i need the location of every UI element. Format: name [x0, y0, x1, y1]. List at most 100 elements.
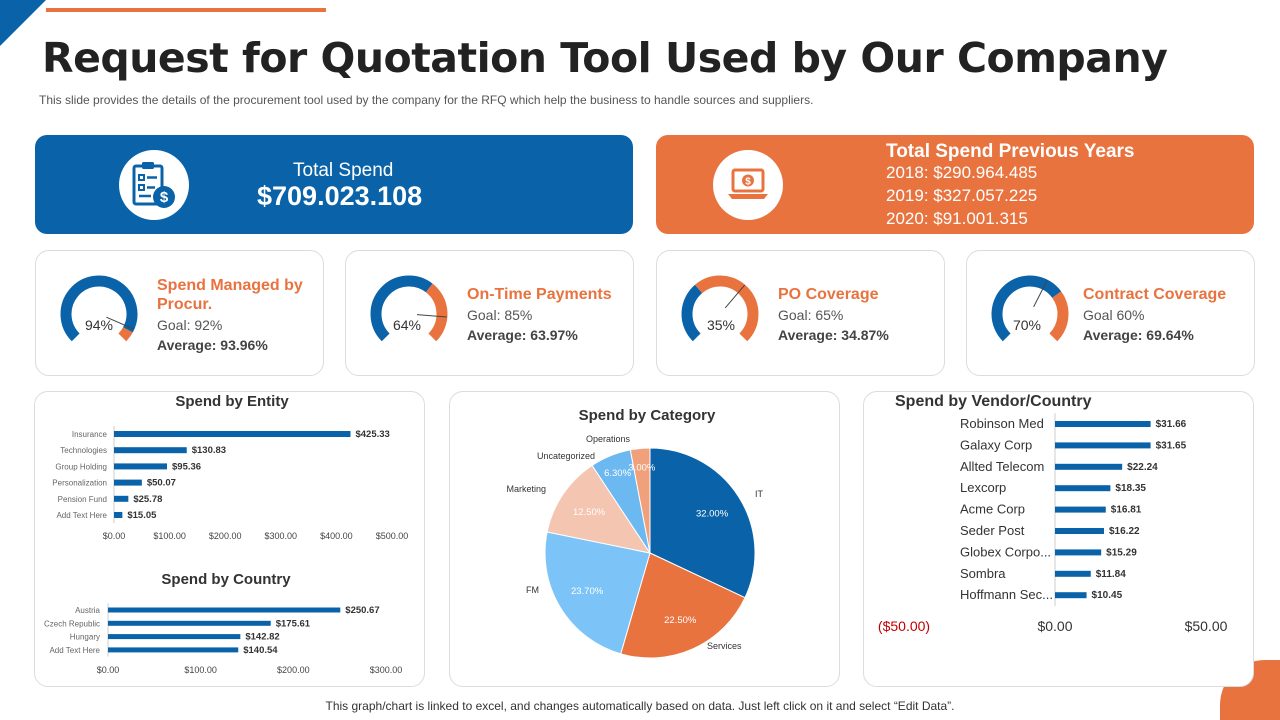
kpi-average: Average: 34.87% [778, 327, 889, 343]
slice-percent-label: 32.00% [696, 509, 729, 520]
bar [1055, 528, 1104, 534]
kpi-title: On-Time Payments [467, 286, 612, 303]
data-label: $25.78 [133, 494, 162, 505]
category-label: Czech Republic [44, 619, 100, 628]
tick-label: $400.00 [320, 531, 353, 541]
category-label: Lexcorp [960, 480, 1006, 495]
bar [1055, 442, 1151, 449]
data-label: $31.66 [1156, 419, 1187, 430]
category-label: Austria [75, 606, 100, 615]
tick-label: $0.00 [97, 665, 120, 675]
data-label: $22.24 [1127, 462, 1158, 473]
pie-slice [649, 447, 756, 599]
bar [108, 647, 239, 653]
gauge-percent: 35% [706, 317, 736, 333]
chart-title-country: Spend by Country [161, 571, 291, 588]
gauge-contract-coverage [991, 275, 1069, 342]
gauge-remaining-arc [1049, 291, 1069, 342]
slice-percent-label: 22.50% [664, 615, 697, 626]
data-label: $425.33 [355, 429, 389, 440]
bar [108, 634, 241, 640]
category-label: Add Text Here [56, 511, 107, 520]
tick-label: $50.00 [1185, 618, 1228, 634]
bar [1055, 570, 1091, 577]
data-label: $130.83 [192, 445, 226, 456]
kpi-card-contract-coverage: 70% Contract Coverage Goal 60% Average: … [966, 250, 1255, 376]
category-label: Globex Corpo... [960, 544, 1051, 559]
slice-category-label: FM [526, 585, 539, 595]
pie-slice [629, 447, 651, 554]
chart-title-entity: Spend by Entity [175, 393, 289, 410]
slice-category-label: Operations [586, 434, 631, 444]
data-label: $15.29 [1106, 547, 1137, 558]
total-spend-banner: $ Total Spend $709.023.108 [35, 135, 633, 234]
bar [1055, 549, 1102, 556]
tick-label: $300.00 [370, 665, 403, 675]
gauge-goal-needle [724, 284, 746, 309]
kpi-goal: Goal 60% [1083, 307, 1145, 323]
kpi-goal: Goal: 65% [778, 307, 844, 323]
data-label: $142.82 [245, 632, 279, 643]
gauge-on-time-payments [370, 275, 448, 342]
category-label: Sombra [960, 566, 1006, 581]
bar [114, 512, 123, 518]
gauge-percent: 94% [84, 317, 114, 333]
data-label: $11.84 [1096, 569, 1126, 580]
kpi-title: Spend Managed by Procur. [157, 277, 303, 313]
bar [1055, 421, 1151, 427]
bar [114, 479, 142, 486]
slice-category-label: Marketing [506, 484, 546, 494]
tick-label: $300.00 [265, 531, 298, 541]
corner-decoration [0, 0, 46, 46]
previous-years-banner: $ Total Spend Previous Years 2018: $290.… [656, 135, 1254, 234]
page-title: Request for Quotation Tool Used by Our C… [42, 34, 1168, 82]
gauge-value-arc [60, 275, 138, 342]
category-label: Seder Post [960, 523, 1025, 538]
gauge-value-arc [991, 275, 1062, 342]
data-label: $10.45 [1092, 590, 1123, 601]
data-label: $18.35 [1115, 483, 1146, 494]
pie-slice [546, 464, 652, 554]
previous-year-2018: 2018: $290.964.485 [886, 163, 1038, 182]
page-subtitle: This slide provides the details of the p… [39, 93, 814, 107]
slice-percent-label: 3.00% [628, 462, 655, 473]
gauge-remaining-arc [118, 327, 133, 342]
laptop-dollar-icon: $ [713, 150, 783, 220]
kpi-average: Average: 69.64% [1083, 327, 1194, 343]
tick-label: $0.00 [1037, 618, 1072, 634]
vendor-bar-chart: Robinson Med $31.66 Galaxy Corp $31.65 Allte… [878, 413, 1228, 634]
bar [114, 447, 187, 454]
pie-slice [544, 531, 651, 655]
category-label: Insurance [72, 430, 108, 439]
kpi-card-spend-managed: 94% Spend Managed by Procur. Goal: 92% A… [35, 250, 324, 376]
bar [1055, 592, 1087, 599]
category-label: Hoffmann Sec... [960, 587, 1053, 602]
kpi-card-on-time-payments: 64% On-Time Payments Goal: 85% Average: … [345, 250, 634, 376]
previous-year-2020: 2020: $91.001.315 [886, 209, 1028, 228]
kpi-title: PO Coverage [778, 286, 879, 303]
gauge-percent: 70% [1012, 317, 1042, 333]
chart-title-vendor: Spend by Vendor/Country [895, 393, 1092, 410]
svg-text:$: $ [160, 189, 169, 206]
gauge-goal-needle [416, 314, 447, 318]
category-label: Pension Fund [58, 495, 107, 504]
data-label: $95.36 [172, 461, 201, 472]
data-label: $140.54 [243, 645, 278, 656]
top-accent-line [46, 8, 326, 12]
slice-category-label: IT [755, 489, 764, 499]
category-label: Technologies [60, 446, 107, 455]
previous-years-title: Total Spend Previous Years [886, 141, 1135, 162]
slice-percent-label: 6.30% [604, 468, 631, 479]
data-label: $16.81 [1111, 505, 1142, 516]
tick-label: $200.00 [277, 665, 310, 675]
category-label: Acme Corp [960, 502, 1025, 517]
kpi-average: Average: 63.97% [467, 327, 578, 343]
tick-label: $100.00 [153, 531, 186, 541]
gauge-goal-needle [106, 316, 135, 330]
bar [114, 431, 351, 437]
slice-percent-label: 23.70% [571, 586, 604, 597]
category-label: Add Text Here [49, 646, 100, 655]
bar [114, 495, 129, 502]
bar [1055, 463, 1123, 470]
data-label: $250.67 [345, 605, 379, 616]
